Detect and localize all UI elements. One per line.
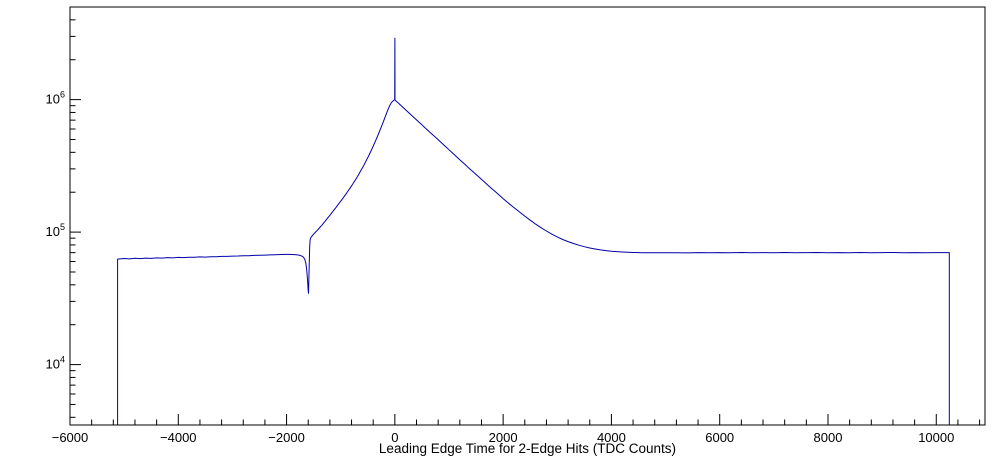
plot-frame [69, 6, 986, 426]
x-tick-label: 2000 [489, 430, 518, 445]
x-tick-label: 10000 [918, 430, 954, 445]
x-tick-label: 4000 [597, 430, 626, 445]
x-axis-title: Leading Edge Time for 2-Edge Hits (TDC C… [378, 441, 677, 456]
histogram-line [117, 37, 950, 425]
x-tick-label: −4000 [160, 430, 197, 445]
y-tick-label: 104 [46, 355, 65, 372]
y-tick-label: 105 [46, 222, 65, 239]
x-tick-label: 8000 [814, 430, 843, 445]
x-tick-label: −6000 [52, 430, 89, 445]
x-tick-label: 0 [391, 430, 398, 445]
x-tick-label: 6000 [705, 430, 734, 445]
x-tick-label: −2000 [268, 430, 305, 445]
y-tick-label: 106 [46, 90, 65, 107]
